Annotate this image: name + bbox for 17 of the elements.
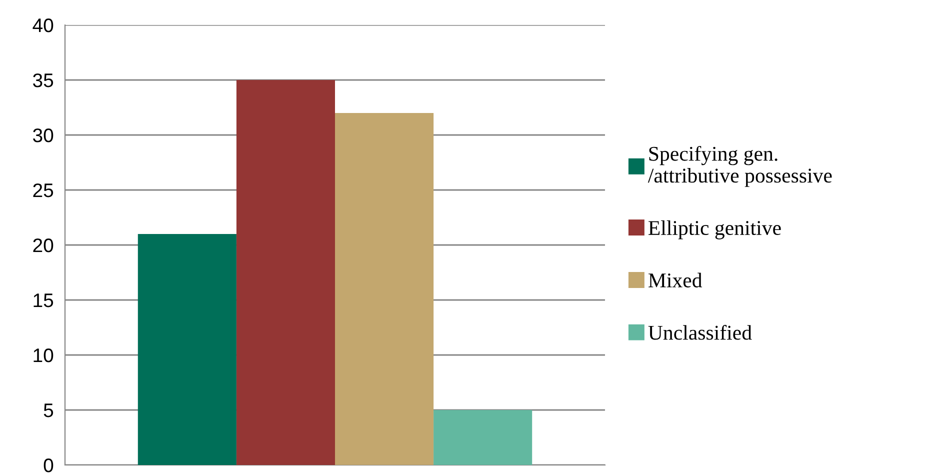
legend-label: Specifying gen. /attributive possessive [648,146,832,187]
y-tick-label: 40 [32,18,54,32]
bar [236,80,335,465]
y-tick-label: 5 [44,404,54,418]
y-tick-label: 25 [33,183,54,198]
y-tick-label: 0 [44,458,54,472]
y-tick-label: 20 [33,238,54,252]
y-tick-label: 30 [33,128,54,142]
bar [335,113,434,465]
legend-label: Mixed [648,272,702,288]
y-tick-label: 15 [34,294,54,308]
y-tick-label: 35 [33,73,54,88]
bar [138,234,236,465]
y-tick-label: 10 [34,348,54,362]
legend-label: Elliptic genitive [648,220,781,240]
legend-label: Unclassified [648,324,752,340]
bar [434,410,532,465]
